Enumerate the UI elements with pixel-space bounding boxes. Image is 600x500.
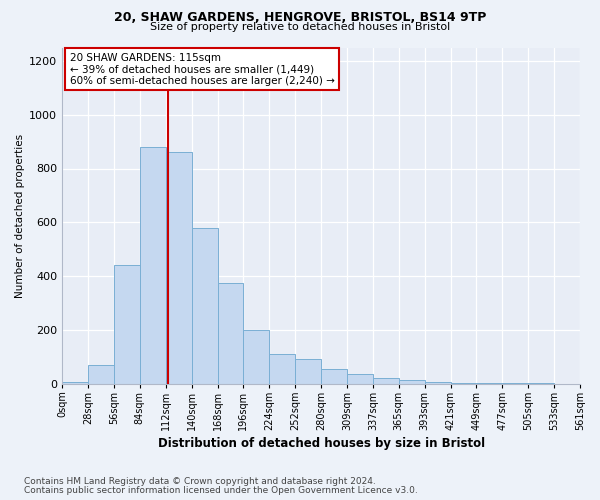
Bar	[269, 354, 295, 384]
Bar	[114, 266, 140, 384]
Text: Contains HM Land Registry data © Crown copyright and database right 2024.: Contains HM Land Registry data © Crown c…	[24, 477, 376, 486]
Bar	[62, 382, 88, 384]
X-axis label: Distribution of detached houses by size in Bristol: Distribution of detached houses by size …	[158, 437, 485, 450]
Bar	[399, 380, 425, 384]
Y-axis label: Number of detached properties: Number of detached properties	[15, 134, 25, 298]
Bar	[425, 382, 451, 384]
Bar	[373, 378, 399, 384]
Bar	[347, 374, 373, 384]
Bar	[218, 283, 244, 384]
Bar	[321, 369, 347, 384]
Text: Contains public sector information licensed under the Open Government Licence v3: Contains public sector information licen…	[24, 486, 418, 495]
Bar	[140, 147, 166, 384]
Text: Size of property relative to detached houses in Bristol: Size of property relative to detached ho…	[150, 22, 450, 32]
Text: 20 SHAW GARDENS: 115sqm
← 39% of detached houses are smaller (1,449)
60% of semi: 20 SHAW GARDENS: 115sqm ← 39% of detache…	[70, 52, 335, 86]
Bar	[476, 383, 502, 384]
Bar	[88, 365, 114, 384]
Bar	[244, 330, 269, 384]
Bar	[295, 360, 321, 384]
Text: 20, SHAW GARDENS, HENGROVE, BRISTOL, BS14 9TP: 20, SHAW GARDENS, HENGROVE, BRISTOL, BS1…	[114, 11, 486, 24]
Bar	[166, 152, 191, 384]
Bar	[191, 228, 218, 384]
Bar	[451, 383, 476, 384]
